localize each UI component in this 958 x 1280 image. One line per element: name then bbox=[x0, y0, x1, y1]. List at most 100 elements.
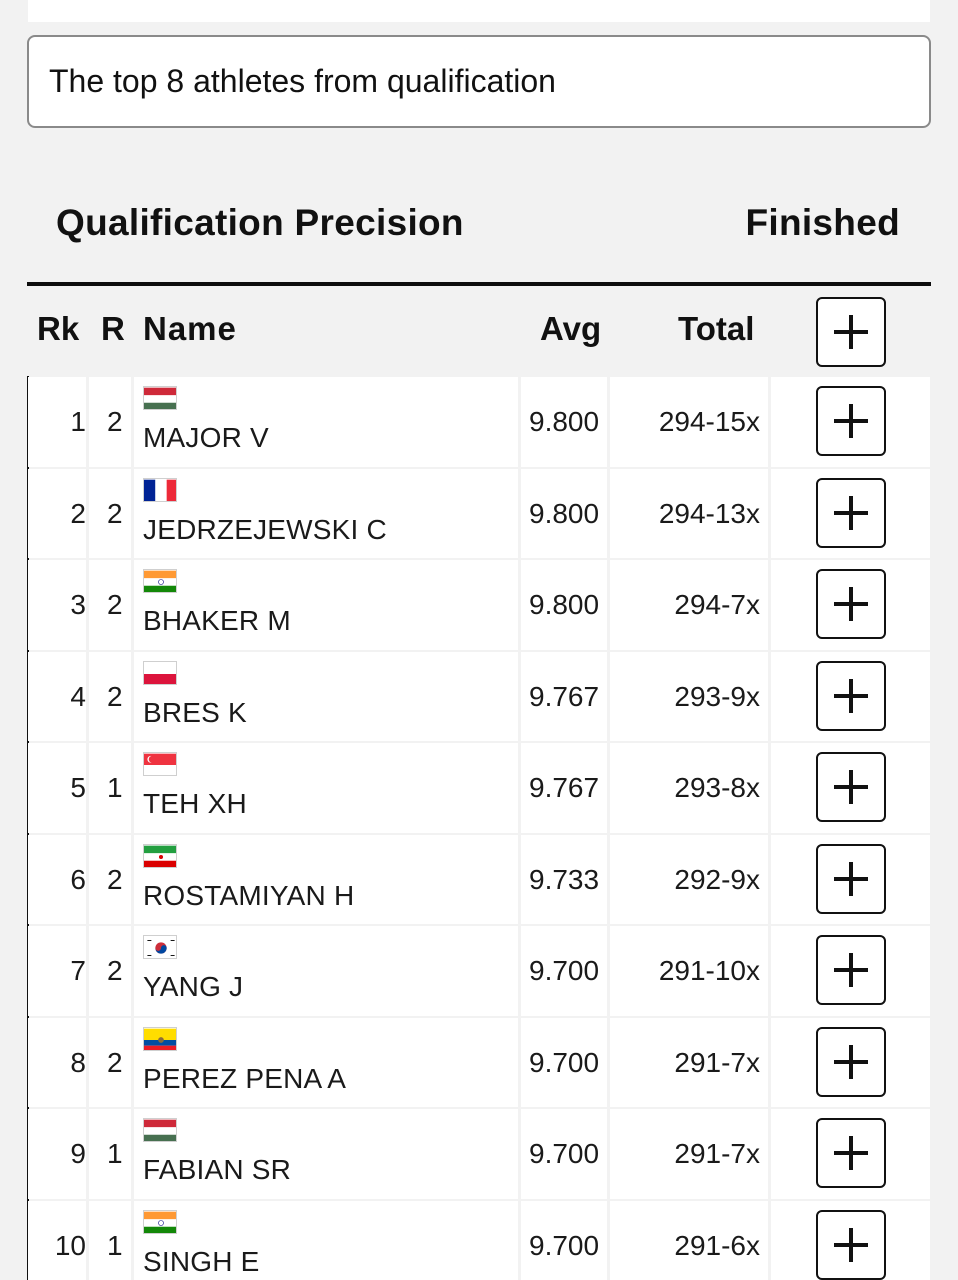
expand-row-button[interactable] bbox=[816, 752, 886, 822]
athlete-name: SINGH E bbox=[143, 1245, 260, 1277]
relay-value: 2 bbox=[107, 955, 123, 986]
average-value: 9.700 bbox=[529, 1229, 600, 1261]
average-cell bbox=[521, 1200, 607, 1280]
average-value: 9.800 bbox=[529, 406, 600, 437]
average-cell bbox=[521, 377, 607, 467]
table-row: 9 1 FABIAN SR 9.700 291-7x bbox=[28, 1108, 930, 1200]
average-value: 9.700 bbox=[529, 1046, 600, 1078]
relay-cell bbox=[89, 1017, 131, 1107]
rank-cell bbox=[28, 560, 86, 650]
qualification-note-text: The top 8 athletes from qualification bbox=[49, 63, 556, 99]
rank-cell bbox=[28, 468, 86, 558]
total-value: 291-10x bbox=[658, 955, 760, 986]
total-cell bbox=[610, 651, 768, 741]
table-row: 1 2 MAJOR V 9.800 294-15x bbox=[28, 376, 930, 468]
relay-cell bbox=[89, 468, 131, 558]
rank-cell bbox=[28, 1109, 86, 1199]
name-cell bbox=[134, 560, 518, 650]
relay-cell bbox=[89, 651, 131, 741]
country-flag-icon bbox=[143, 660, 177, 685]
name-cell bbox=[134, 651, 518, 741]
country-flag-icon bbox=[143, 752, 177, 776]
average-cell bbox=[521, 1017, 607, 1107]
athlete-name: YANG J bbox=[143, 971, 244, 1002]
expand-all-button[interactable] bbox=[816, 297, 886, 367]
rank-cell bbox=[28, 743, 86, 833]
athlete-name: BRES K bbox=[143, 696, 247, 728]
athlete-name: PEREZ PENA A bbox=[143, 1062, 347, 1094]
rank-value: 10 bbox=[54, 1229, 86, 1261]
rank-cell bbox=[28, 926, 86, 1016]
header-name: Name bbox=[143, 310, 237, 347]
table-row: 10 1 SINGH E 9.700 291-6x bbox=[28, 1200, 930, 1280]
expand-row-button[interactable] bbox=[816, 935, 886, 1005]
relay-value: 1 bbox=[107, 1138, 123, 1169]
rank-cell bbox=[28, 1200, 86, 1280]
rank-cell bbox=[28, 834, 86, 924]
expand-row-button[interactable] bbox=[816, 477, 886, 548]
table-row: 7 2 YANG J 9.700 291-10x bbox=[28, 925, 930, 1017]
results-table: 1 2 MAJOR V 9.800 294-15x 2 2 JEDRZEJEWS… bbox=[28, 376, 930, 1280]
country-flag-icon bbox=[143, 477, 177, 502]
country-flag-icon bbox=[143, 569, 177, 593]
expand-row-button[interactable] bbox=[816, 1209, 886, 1280]
expand-row-button[interactable] bbox=[816, 660, 886, 731]
rank-value: 7 bbox=[70, 955, 86, 986]
total-cell bbox=[610, 468, 768, 558]
average-value: 9.800 bbox=[529, 589, 600, 620]
section-divider bbox=[27, 282, 931, 286]
total-value: 291-6x bbox=[674, 1229, 760, 1261]
expand-row-button[interactable] bbox=[816, 386, 886, 456]
relay-value: 1 bbox=[107, 772, 123, 803]
relay-value: 2 bbox=[107, 680, 123, 712]
table-row: 3 2 BHAKER M 9.800 294-7x bbox=[28, 559, 930, 651]
average-cell bbox=[521, 651, 607, 741]
relay-cell bbox=[89, 560, 131, 650]
table-row: 4 2 BRES K 9.767 293-9x bbox=[28, 651, 930, 743]
average-cell bbox=[521, 1109, 607, 1199]
rank-value: 8 bbox=[70, 1046, 86, 1078]
table-row: 6 2 ROSTAMIYAN H 9.733 292-9x bbox=[28, 834, 930, 926]
average-value: 9.700 bbox=[529, 1138, 600, 1169]
qualification-note: The top 8 athletes from qualification bbox=[27, 35, 931, 128]
average-value: 9.700 bbox=[529, 955, 600, 986]
expand-row-button[interactable] bbox=[816, 843, 886, 914]
country-flag-icon bbox=[143, 1118, 177, 1142]
table-row: 8 2 PEREZ PENA A 9.700 291-7x bbox=[28, 1017, 930, 1109]
relay-cell bbox=[89, 926, 131, 1016]
rank-value: 6 bbox=[70, 863, 86, 895]
total-cell bbox=[610, 743, 768, 833]
athlete-name: BHAKER M bbox=[143, 605, 291, 636]
average-value: 9.767 bbox=[529, 772, 600, 803]
average-value: 9.767 bbox=[529, 680, 600, 712]
total-value: 293-8x bbox=[674, 772, 760, 803]
expand-row-button[interactable] bbox=[816, 569, 886, 639]
total-cell bbox=[610, 834, 768, 924]
relay-cell bbox=[89, 834, 131, 924]
rank-value: 1 bbox=[70, 406, 86, 437]
relay-value: 2 bbox=[107, 589, 123, 620]
relay-value: 2 bbox=[107, 497, 123, 529]
section-status: Finished bbox=[745, 202, 900, 243]
relay-value: 2 bbox=[107, 1046, 123, 1078]
country-flag-icon bbox=[143, 935, 177, 959]
average-cell bbox=[521, 468, 607, 558]
country-flag-icon bbox=[143, 386, 177, 410]
relay-value: 1 bbox=[107, 1229, 123, 1261]
rank-value: 4 bbox=[70, 680, 86, 712]
total-value: 293-9x bbox=[674, 680, 760, 712]
total-cell bbox=[610, 1109, 768, 1199]
country-flag-icon bbox=[143, 843, 177, 868]
header-relay: R bbox=[101, 310, 125, 347]
rank-value: 9 bbox=[70, 1138, 86, 1169]
table-row: 2 2 JEDRZEJEWSKI C 9.800 294-13x bbox=[28, 468, 930, 560]
expand-row-button[interactable] bbox=[816, 1118, 886, 1188]
relay-value: 2 bbox=[107, 863, 123, 895]
relay-cell bbox=[89, 377, 131, 467]
expand-row-button[interactable] bbox=[816, 1026, 886, 1097]
relay-cell bbox=[89, 1109, 131, 1199]
athlete-name: ROSTAMIYAN H bbox=[143, 879, 355, 911]
total-cell bbox=[610, 377, 768, 467]
rank-cell bbox=[28, 1017, 86, 1107]
total-cell bbox=[610, 1017, 768, 1107]
